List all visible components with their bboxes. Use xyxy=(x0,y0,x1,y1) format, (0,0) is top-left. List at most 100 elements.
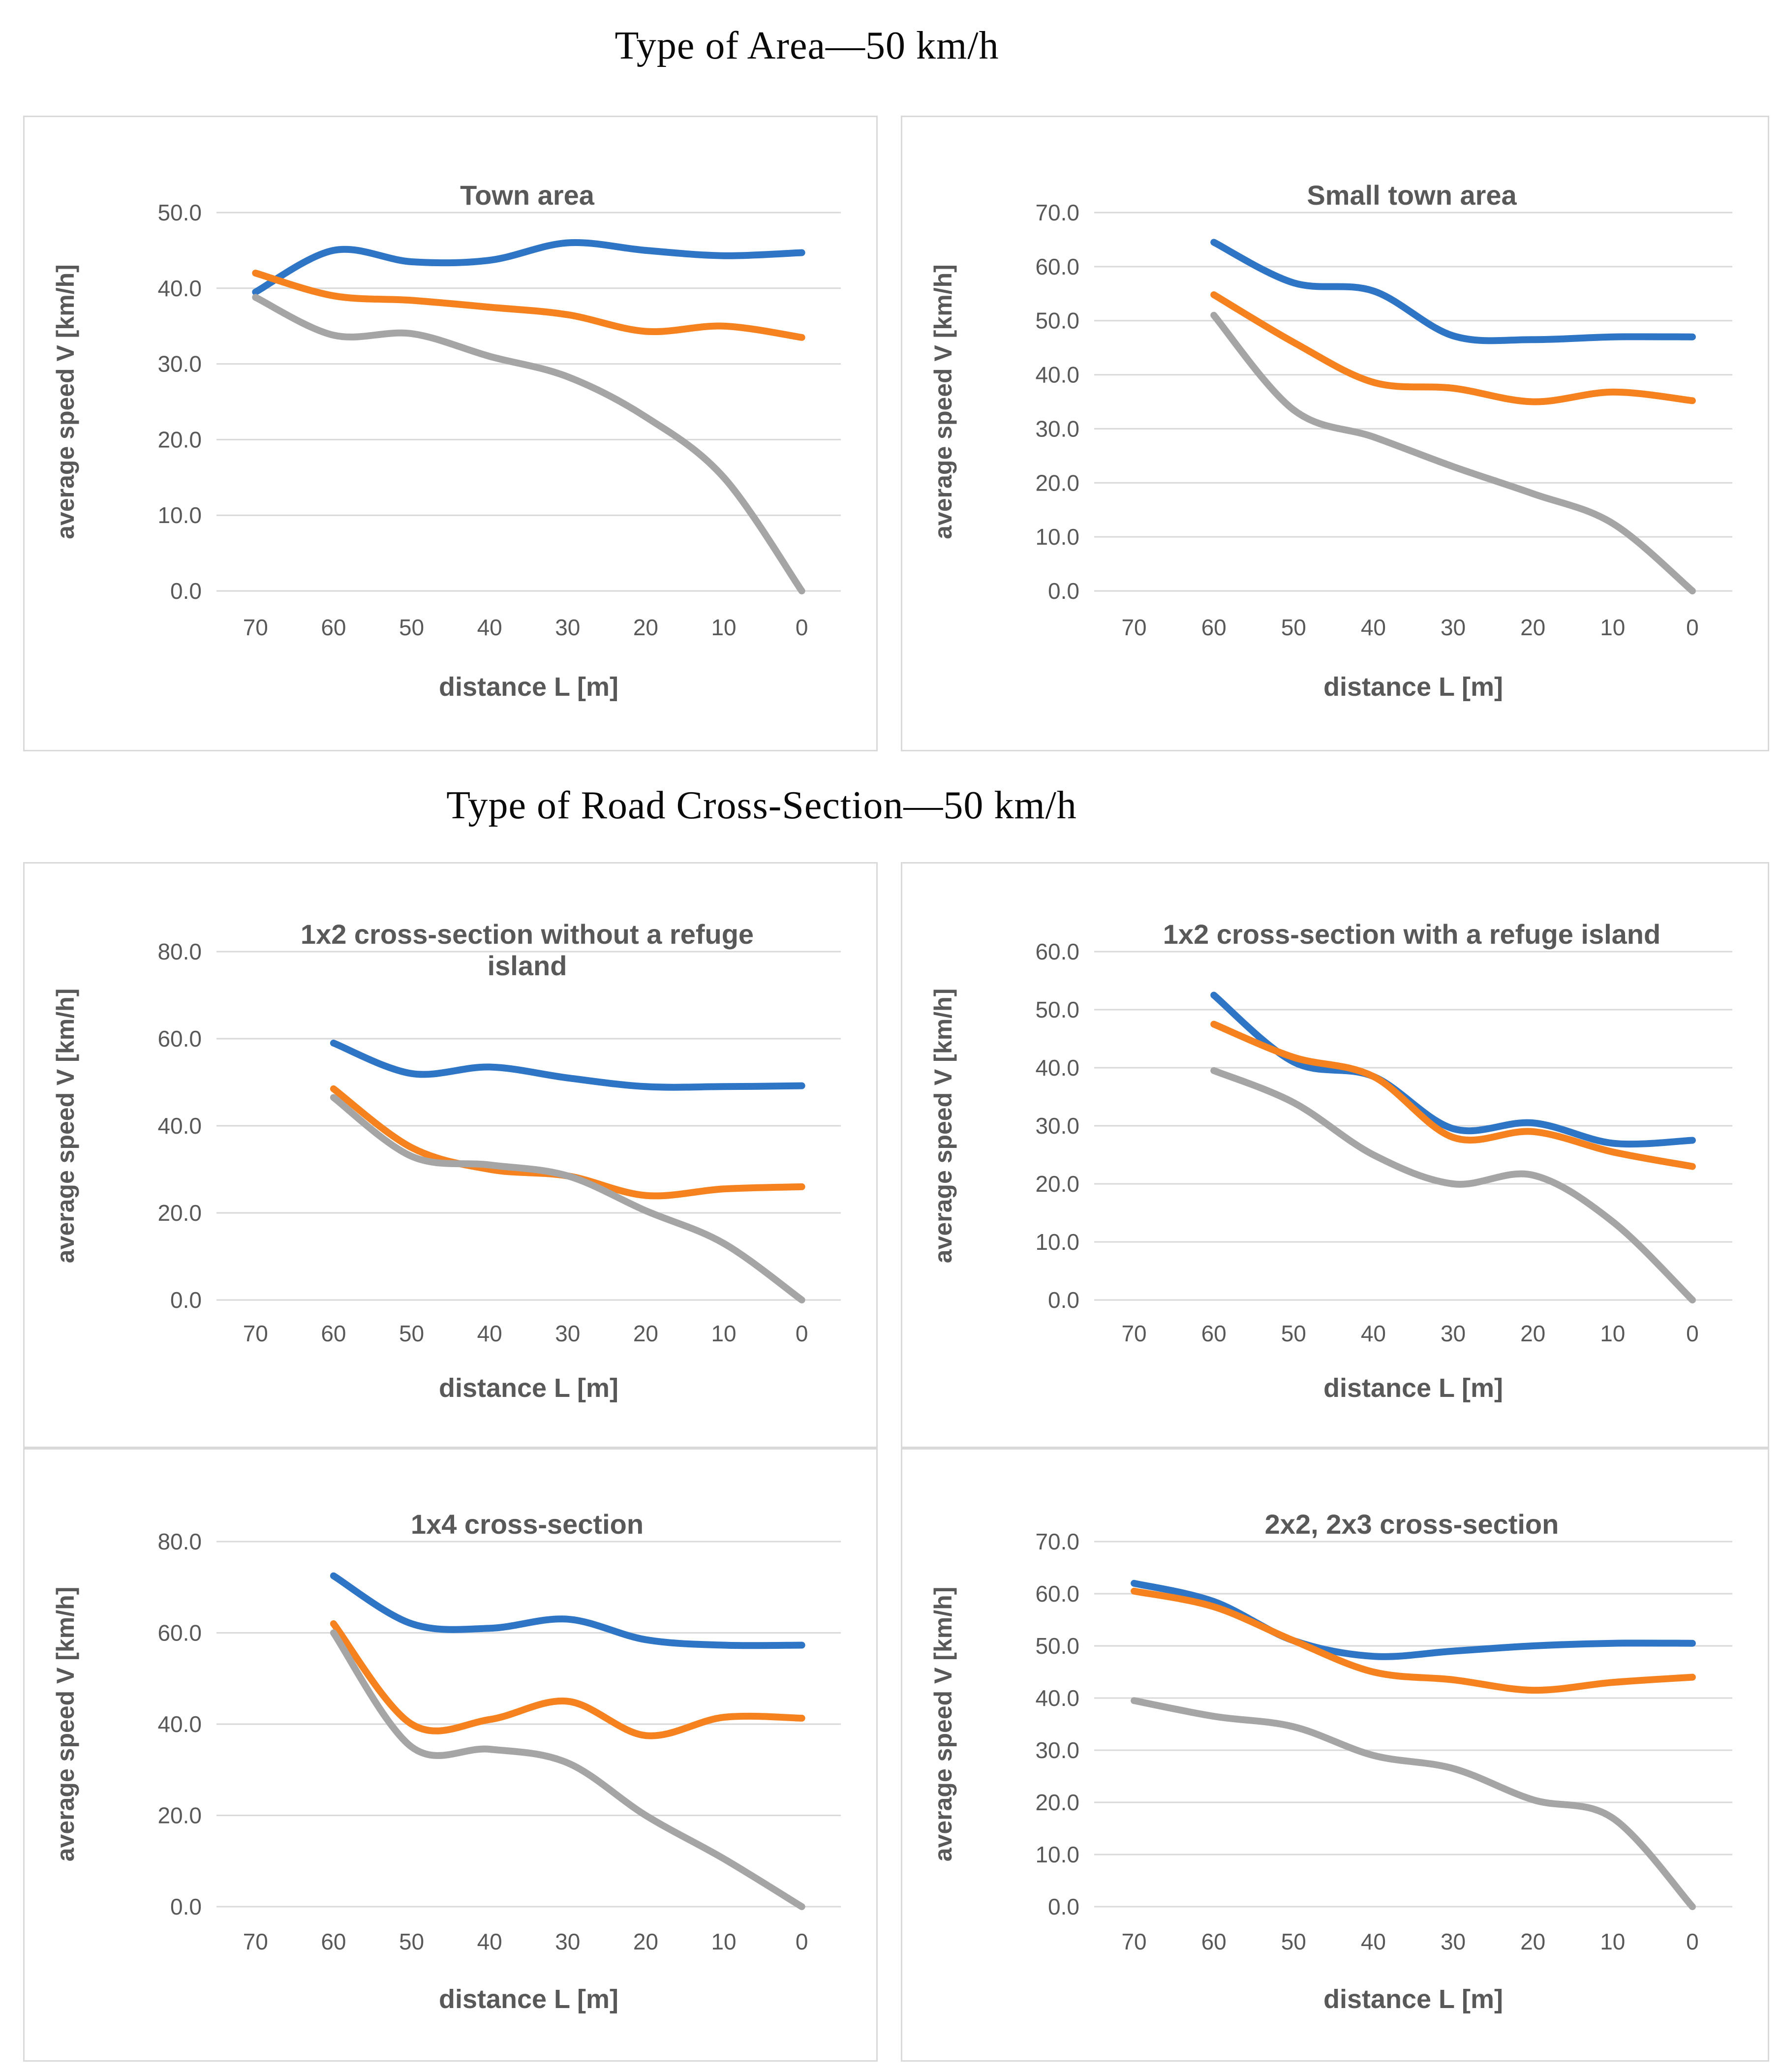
y-tick-label: 40.0 xyxy=(157,276,202,301)
x-tick-label: 70 xyxy=(243,1929,268,1954)
y-tick-label: 20.0 xyxy=(157,1803,202,1828)
x-tick-label: 0 xyxy=(796,1321,808,1346)
y-axis-title: average speed V [km/h] xyxy=(52,1587,79,1862)
x-tick-labels: 70 60 50 40 30 20 10 0 xyxy=(1121,1321,1698,1346)
x-axis-title: distance L [m] xyxy=(1323,1984,1503,2014)
x-tick-label: 40 xyxy=(477,615,502,640)
x-tick-label: 40 xyxy=(1361,1929,1386,1954)
y-tick-label: 50.0 xyxy=(1035,1633,1079,1659)
x-tick-label: 10 xyxy=(711,615,736,640)
series-line-blue xyxy=(330,1572,805,1649)
gridlines xyxy=(216,212,841,592)
x-tick-label: 20 xyxy=(1520,1929,1545,1954)
series-lines xyxy=(330,1039,805,1303)
x-tick-label: 30 xyxy=(1441,615,1466,640)
series-line-blue xyxy=(330,1039,805,1091)
line-chart: 0.0 20.0 40.0 60.0 80.0 70 60 50 40 30 20 10 0 distan… xyxy=(52,1529,841,2014)
x-tick-label: 10 xyxy=(1600,615,1625,640)
y-tick-label: 0.0 xyxy=(170,578,202,604)
x-tick-labels: 70 60 50 40 30 20 10 0 xyxy=(243,1929,808,1954)
y-tick-label: 0.0 xyxy=(170,1287,202,1313)
series-lines xyxy=(330,1572,805,1910)
line-chart: 0.0 10.0 20.0 30.0 40.0 50.0 60.0 70.0 70 60 50 40 3… xyxy=(929,200,1732,702)
y-tick-label: 10.0 xyxy=(1035,524,1079,550)
y-axis-title: average speed V [km/h] xyxy=(929,264,957,539)
y-tick-label: 60.0 xyxy=(1035,939,1079,964)
x-tick-label: 10 xyxy=(711,1321,736,1346)
x-tick-label: 0 xyxy=(1686,1321,1699,1346)
y-tick-label: 20.0 xyxy=(157,427,202,452)
y-tick-label: 30.0 xyxy=(1035,416,1079,441)
series-lines xyxy=(1210,991,1696,1303)
x-tick-label: 40 xyxy=(477,1929,502,1954)
x-tick-label: 50 xyxy=(399,1321,424,1346)
x-axis-title: distance L [m] xyxy=(1323,672,1503,702)
gridlines xyxy=(216,1541,841,1908)
y-tick-label: 20.0 xyxy=(1035,1790,1079,1815)
x-tick-label: 50 xyxy=(399,615,424,640)
y-tick-label: 50.0 xyxy=(157,200,202,225)
series-line-orange xyxy=(1131,1587,1696,1694)
x-tick-label: 60 xyxy=(1201,615,1227,640)
series-lines xyxy=(1210,239,1696,594)
series-line-gray xyxy=(1131,1697,1696,1910)
section-title-type-of-area: Type of Area—50 km/h xyxy=(614,24,999,67)
y-tick-label: 40.0 xyxy=(1035,1685,1079,1711)
x-tick-label: 40 xyxy=(1361,1321,1386,1346)
series-line-gray xyxy=(252,294,805,594)
y-tick-label: 50.0 xyxy=(1035,997,1079,1022)
x-tick-label: 60 xyxy=(321,1929,346,1954)
x-tick-labels: 70 60 50 40 30 20 10 0 xyxy=(243,1321,808,1346)
x-tick-label: 0 xyxy=(1686,615,1699,640)
x-tick-label: 50 xyxy=(1281,1321,1306,1346)
line-chart: 0.0 10.0 20.0 30.0 40.0 50.0 70 60 50 40 30 20 10 0 di… xyxy=(52,200,841,702)
series-line-orange xyxy=(1210,1021,1696,1170)
chart-panel-1x2-without-refuge-island: 1x2 cross-section without a refuge islan… xyxy=(23,862,878,1448)
y-tick-label: 70.0 xyxy=(1035,1529,1079,1554)
x-tick-labels: 70 60 50 40 30 20 10 0 xyxy=(1121,1929,1698,1954)
y-axis-title: average speed V [km/h] xyxy=(929,989,957,1264)
y-tick-label: 30.0 xyxy=(157,351,202,377)
y-tick-label: 40.0 xyxy=(157,1711,202,1737)
x-tick-label: 50 xyxy=(1281,615,1306,640)
line-chart: 0.0 10.0 20.0 30.0 40.0 50.0 60.0 70 60 50 40 30 20 1… xyxy=(929,939,1732,1403)
x-tick-label: 30 xyxy=(1441,1929,1466,1954)
x-tick-label: 10 xyxy=(711,1929,736,1954)
y-tick-label: 20.0 xyxy=(157,1200,202,1226)
gridlines xyxy=(1094,212,1732,592)
y-tick-label: 80.0 xyxy=(157,939,202,964)
y-tick-label: 10.0 xyxy=(1035,1229,1079,1255)
y-tick-labels: 0.0 20.0 40.0 60.0 80.0 xyxy=(157,1529,202,1919)
x-tick-label: 0 xyxy=(796,615,808,640)
y-tick-labels: 0.0 10.0 20.0 30.0 40.0 50.0 xyxy=(157,200,202,604)
y-tick-label: 60.0 xyxy=(1035,254,1079,279)
x-tick-label: 20 xyxy=(1520,615,1545,640)
y-tick-label: 70.0 xyxy=(1035,200,1079,225)
y-tick-labels: 0.0 10.0 20.0 30.0 40.0 50.0 60.0 70.0 xyxy=(1035,200,1079,604)
y-tick-label: 30.0 xyxy=(1035,1113,1079,1139)
y-tick-label: 40.0 xyxy=(1035,362,1079,388)
x-axis-title: distance L [m] xyxy=(439,1984,618,2014)
x-tick-label: 30 xyxy=(1441,1321,1466,1346)
chart-panel-small-town-area: Small town area 0.0 10.0 20.0 30.0 40.0 50.0 6… xyxy=(901,116,1769,751)
x-tick-label: 30 xyxy=(555,1321,580,1346)
series-line-orange xyxy=(252,270,805,341)
y-tick-label: 20.0 xyxy=(1035,470,1079,495)
x-tick-label: 70 xyxy=(243,1321,268,1346)
x-tick-label: 40 xyxy=(477,1321,502,1346)
x-tick-label: 60 xyxy=(1201,1321,1227,1346)
x-tick-label: 60 xyxy=(321,1321,346,1346)
x-tick-label: 10 xyxy=(1600,1929,1625,1954)
y-tick-label: 50.0 xyxy=(1035,308,1079,334)
y-axis-title: average speed V [km/h] xyxy=(929,1587,957,1862)
series-line-gray xyxy=(330,1094,805,1303)
series-line-blue xyxy=(1210,991,1696,1148)
y-tick-label: 30.0 xyxy=(1035,1737,1079,1763)
y-tick-label: 0.0 xyxy=(1048,1287,1079,1313)
y-tick-label: 10.0 xyxy=(1035,1842,1079,1867)
x-tick-label: 70 xyxy=(243,615,268,640)
series-line-blue xyxy=(1131,1579,1696,1660)
x-tick-label: 70 xyxy=(1121,615,1146,640)
y-tick-labels: 0.0 10.0 20.0 30.0 40.0 50.0 60.0 xyxy=(1035,939,1079,1313)
x-tick-label: 20 xyxy=(633,615,658,640)
